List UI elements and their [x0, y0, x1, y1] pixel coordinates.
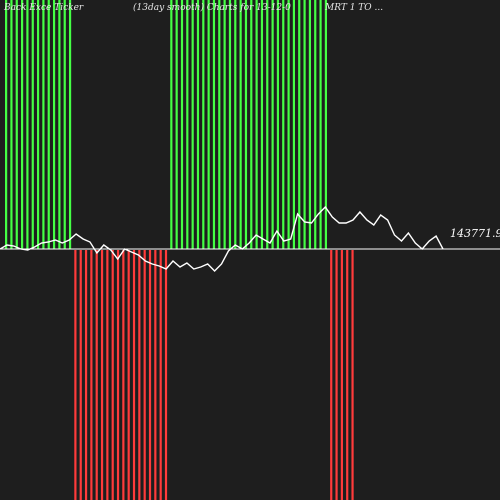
positive-bar [186, 0, 189, 249]
positive-bar [308, 0, 312, 249]
bars-group [5, 0, 354, 500]
positive-bar [47, 0, 50, 249]
positive-bar [314, 0, 317, 249]
positive-bar [303, 0, 306, 249]
positive-bar [239, 0, 242, 249]
negative-bar [122, 250, 125, 500]
positive-bar [244, 0, 248, 249]
negative-bar [84, 250, 88, 500]
negative-bar [90, 250, 93, 500]
positive-bar [212, 0, 216, 249]
positive-bar [207, 0, 210, 249]
positive-bar [287, 0, 290, 249]
positive-bar [26, 0, 29, 249]
negative-bar [335, 250, 338, 500]
positive-bar [266, 0, 269, 249]
positive-bar [196, 0, 200, 249]
negative-bar [100, 250, 104, 500]
negative-bar [111, 250, 114, 500]
negative-bar [351, 250, 354, 500]
negative-bar [127, 250, 130, 500]
positive-bar [170, 0, 173, 249]
positive-bar [292, 0, 296, 249]
positive-bar [10, 0, 13, 249]
positive-bar [36, 0, 40, 249]
positive-bar [20, 0, 24, 249]
positive-bar [52, 0, 56, 249]
positive-bar [202, 0, 205, 249]
positive-bar [319, 0, 322, 249]
positive-bar [234, 0, 237, 249]
positive-bar [228, 0, 232, 249]
positive-bar [58, 0, 61, 249]
price-line [0, 205, 444, 272]
positive-bar [276, 0, 280, 249]
positive-bar [218, 0, 221, 249]
negative-bar [143, 250, 146, 500]
negative-bar [346, 250, 349, 500]
negative-bar [138, 250, 141, 500]
positive-bar [223, 0, 226, 249]
negative-bar [95, 250, 98, 500]
positive-bar [282, 0, 285, 249]
negative-bar [159, 250, 162, 500]
negative-bar [330, 250, 333, 500]
header-right-text: MRT 1 TO ... [324, 3, 383, 13]
positive-bar [42, 0, 45, 249]
positive-bar [260, 0, 264, 249]
negative-bar [79, 250, 82, 500]
positive-bar [31, 0, 34, 249]
positive-bar [63, 0, 66, 249]
positive-bar [298, 0, 301, 249]
negative-bar [154, 250, 157, 500]
positive-bar [271, 0, 274, 249]
header-left-text: Back Exce Ticker [3, 3, 84, 13]
positive-bar [324, 0, 327, 249]
positive-bar [255, 0, 258, 249]
negative-bar [74, 250, 77, 500]
negative-bar [116, 250, 120, 500]
positive-bar [68, 0, 72, 249]
header-center-text: (13day smooth) Charts for 13-12-0 [133, 2, 291, 13]
negative-bar [148, 250, 152, 500]
positive-bar [175, 0, 178, 249]
positive-bar [191, 0, 194, 249]
positive-bar [250, 0, 253, 249]
negative-bar [132, 250, 136, 500]
negative-bar [164, 250, 168, 500]
last-value-label: 143771.90 [450, 227, 500, 240]
positive-bar [5, 0, 8, 249]
positive-bar [15, 0, 18, 249]
negative-bar [340, 250, 343, 500]
positive-bar [180, 0, 184, 249]
negative-bar [106, 250, 109, 500]
